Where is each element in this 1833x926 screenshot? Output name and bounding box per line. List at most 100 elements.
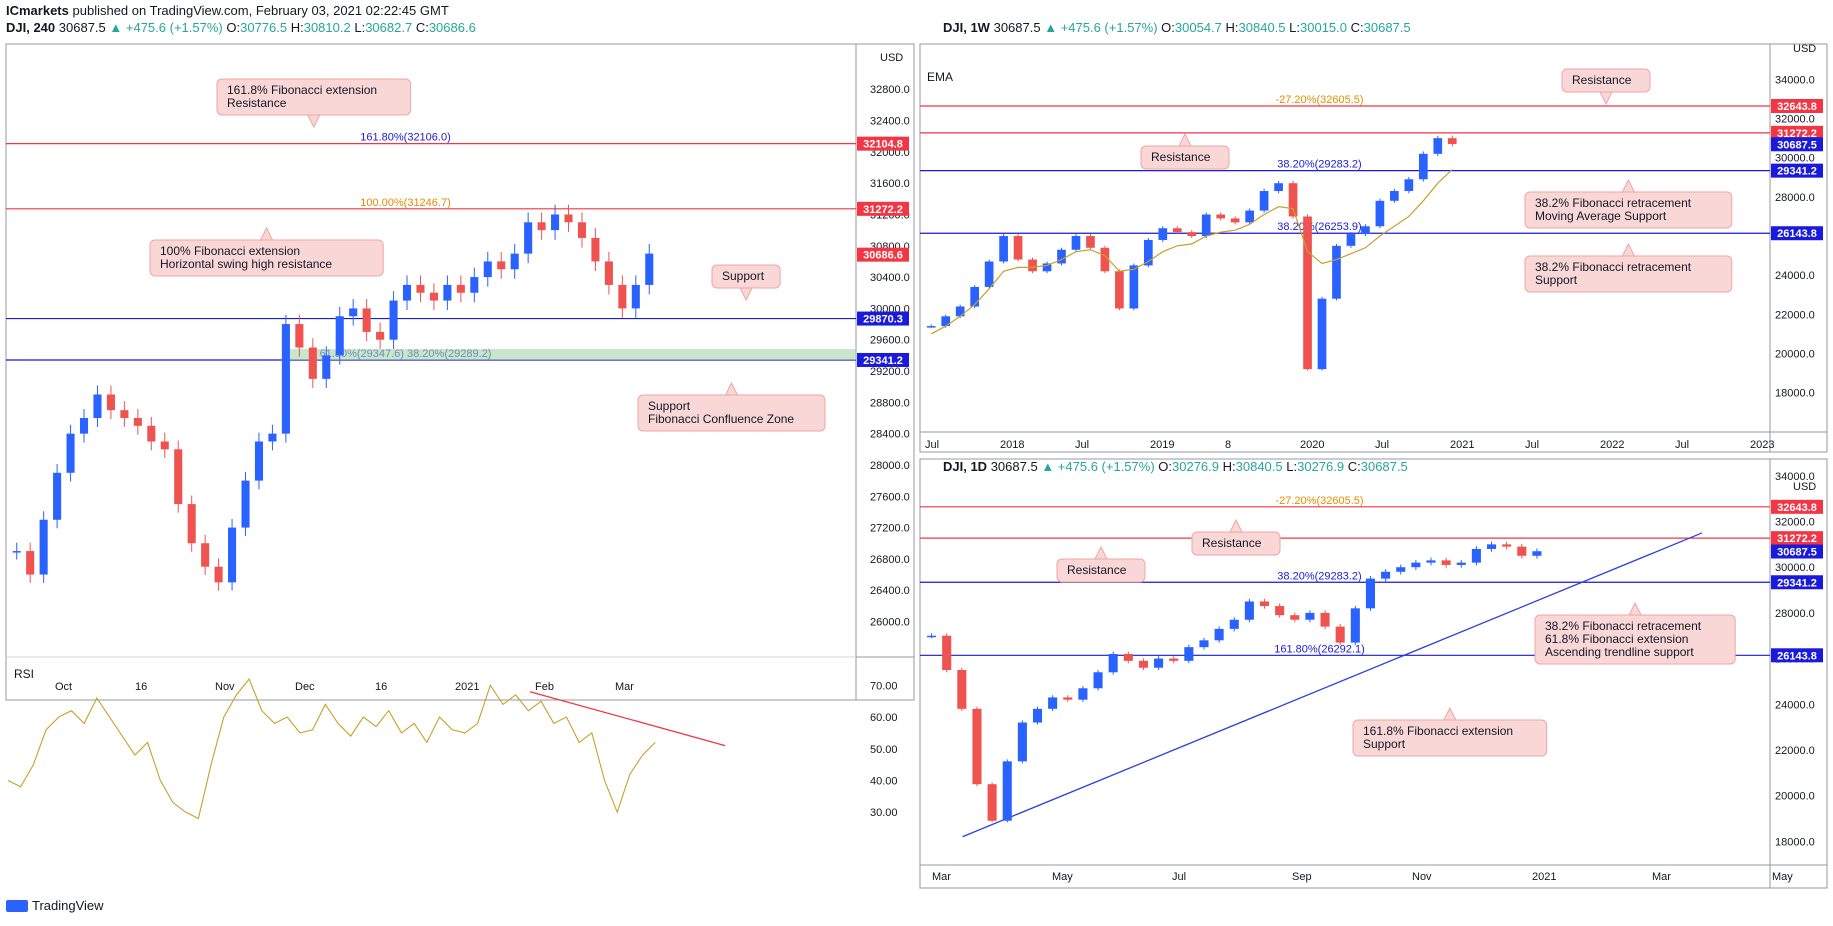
h4-candle-body (335, 316, 344, 356)
w1-candle-body (1375, 200, 1385, 227)
h4-c-label: C: (415, 20, 429, 35)
w1-candle-body (1115, 271, 1124, 309)
d1-price-tag-label: 29341.2 (1777, 577, 1817, 589)
d1-candle-body (1305, 612, 1315, 620)
h4-price-tag-label: 32104.8 (863, 139, 903, 151)
d1-candle-body (1093, 672, 1103, 689)
h4-x-tick: Mar (615, 681, 634, 693)
d1-high: 30840.5 (1235, 459, 1283, 474)
d1-candle-body (1063, 697, 1073, 700)
h4-callout-pointer (724, 381, 739, 396)
w1-candle-body (999, 236, 1008, 262)
rsi-title: RSI (14, 667, 34, 681)
w1-y-tick: 30000.0 (1775, 153, 1815, 165)
d1-callout-text: Resistance (1067, 563, 1127, 577)
h4-candle-body (551, 214, 560, 231)
w1-candle-body (1129, 265, 1139, 309)
h4-price-tag-label: 31272.2 (863, 204, 903, 216)
h4-price-tag (857, 352, 909, 367)
d1-low: 30276.9 (1297, 459, 1345, 474)
w1-price-tag (1771, 226, 1823, 241)
w1-candle-body (941, 316, 951, 327)
w1-price-tag-label: 30687.5 (1777, 139, 1817, 151)
rsi-y-tick: 30.00 (870, 807, 898, 819)
d1-callout-text: Resistance (1202, 536, 1262, 550)
d1-price-tag (1771, 499, 1823, 514)
h4-candle-body (577, 222, 587, 238)
d1-callout-text: 61.8% Fibonacci extension (1545, 632, 1688, 646)
d1-candle-body (1396, 567, 1406, 572)
footer-brand[interactable]: TradingView (6, 898, 104, 913)
h4-candle-body (416, 284, 425, 293)
h4-fib-label: 161.80%(32106.0) (360, 132, 451, 144)
h4-price-tag-label: 30686.6 (863, 250, 903, 262)
d1-candle-body (1381, 571, 1391, 579)
h4-candle-body (53, 472, 62, 520)
d1-candle-body (1290, 615, 1300, 620)
h4-last: 30687.5 (58, 20, 106, 35)
d1-candle-body (1275, 606, 1285, 616)
h4-candle-body (402, 284, 412, 301)
h4-candle-body (429, 292, 438, 301)
d1-price-tag (1771, 531, 1823, 546)
publish-info: published on TradingView.com, February 0… (72, 3, 449, 18)
d1-legend: DJI, 1D 30687.5 ▲ +475.6 (+1.57%) O:3027… (943, 459, 1408, 474)
w1-change: ▲ +475.6 (+1.57%) (1044, 20, 1158, 35)
d1-candle-body (1138, 660, 1148, 668)
h4-candle-body (133, 417, 142, 426)
h4-x-tick: 16 (135, 681, 147, 693)
w1-candle-body (1245, 210, 1254, 223)
d1-price-tag-label: 31272.2 (1777, 533, 1817, 545)
w1-callout-pointer (1599, 91, 1613, 106)
d1-x-tick: Jul (1172, 871, 1186, 883)
w1-candle-body (1187, 232, 1197, 237)
d1-x-tick: Mar (932, 871, 951, 883)
h4-y-tick: 26000.0 (870, 617, 910, 629)
w1-x-tick: 2018 (1000, 439, 1024, 451)
w1-y-tick: 34000.0 (1775, 74, 1815, 86)
w1-price-tag-label: 32643.8 (1777, 101, 1817, 113)
d1-price-tag (1771, 648, 1823, 663)
w1-price-tag (1771, 125, 1823, 140)
w1-callout-pointer (1178, 132, 1192, 147)
w1-candle-body (1201, 214, 1211, 237)
w1-fib-label: 38.20%(26253.9) (1277, 221, 1361, 233)
rsi-line (7, 677, 656, 820)
h4-candle-body (510, 253, 519, 270)
h4-candle-body (456, 284, 465, 293)
d1-x-tick: Mar (1652, 871, 1671, 883)
h4-candle-body (160, 441, 169, 450)
d1-y-tick: 32000.0 (1775, 517, 1815, 529)
d1-candle-body (1426, 560, 1436, 563)
w1-price-tag (1771, 163, 1823, 178)
w1-y-tick: 24000.0 (1775, 270, 1815, 282)
d1-candle-body (1154, 658, 1164, 668)
w1-price-tag (1771, 98, 1823, 113)
h4-candle-body (66, 433, 75, 473)
d1-open: 30276.9 (1172, 459, 1220, 474)
d1-x-tick: May (1772, 871, 1793, 883)
d1-candle-body (942, 635, 952, 670)
d1-price-tag-label: 32643.8 (1777, 502, 1817, 514)
h4-candle-body (483, 261, 492, 278)
h4-candle-body (254, 441, 264, 481)
d1-candle-body (1320, 612, 1330, 627)
d1-x-tick: May (1052, 871, 1073, 883)
w1-callout-pointer (1621, 178, 1636, 193)
h4-price-tag (857, 201, 909, 216)
h4-candle-body (147, 425, 156, 442)
w1-candle-body (926, 326, 936, 328)
d1-candle-body (1184, 647, 1194, 661)
w1-x-tick: 8 (1225, 439, 1231, 451)
rsi-y-tick: 70.00 (870, 680, 898, 692)
h4-callout-text: Support (648, 399, 691, 413)
w1-candle-body (1057, 249, 1066, 264)
w1-x-tick: 2023 (1750, 439, 1774, 451)
w1-l-label: L: (1289, 20, 1300, 35)
h4-callout-text: Horizontal swing high resistance (160, 257, 332, 271)
d1-candle-body (1350, 608, 1360, 643)
h4-candle-body (201, 543, 210, 567)
h4-callout-pointer (259, 226, 274, 241)
w1-y-tick: 32000.0 (1775, 114, 1815, 126)
d1-x-tick: 2021 (1532, 871, 1556, 883)
